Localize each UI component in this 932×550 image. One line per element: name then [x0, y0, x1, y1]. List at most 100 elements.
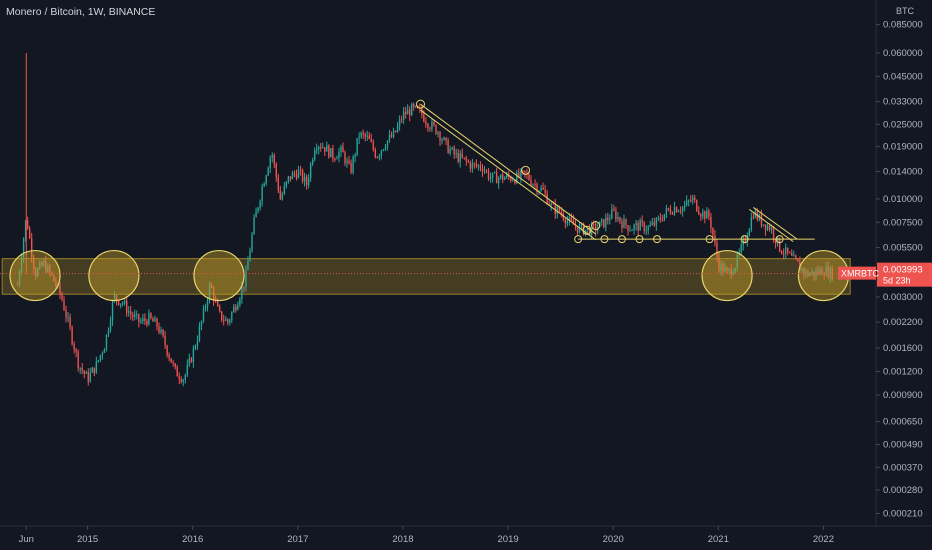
y-tick-label: 0.014000: [883, 166, 923, 177]
candle-body: [123, 300, 126, 304]
candle-body: [20, 258, 23, 272]
candle-body: [764, 224, 767, 230]
candle-body: [83, 370, 85, 374]
candle-body: [125, 300, 128, 313]
candle-body: [748, 229, 751, 237]
candle-body: [546, 193, 548, 205]
candle-body: [275, 163, 277, 178]
candle-body: [694, 197, 696, 200]
candle-body: [477, 165, 480, 167]
candle-body: [793, 255, 795, 257]
candle-body: [449, 149, 451, 154]
candle-body: [271, 155, 273, 158]
candle-body: [97, 360, 100, 362]
y-tick-label: 0.085000: [883, 20, 923, 31]
candle-body: [231, 312, 233, 320]
candle-body: [121, 303, 124, 305]
candle-body: [696, 199, 698, 211]
candle-body: [311, 160, 314, 164]
candle-body: [661, 219, 664, 221]
candle-body: [687, 200, 690, 202]
candle-body: [356, 138, 358, 155]
candle-body: [532, 184, 534, 186]
candle-body: [455, 153, 457, 155]
candle-body: [607, 217, 609, 221]
candle-body: [103, 349, 106, 354]
candle-body: [346, 160, 348, 164]
candle-body: [239, 298, 241, 305]
candle-body: [568, 217, 571, 221]
candle-body: [487, 170, 490, 179]
candle-body: [605, 217, 607, 228]
candle-body: [821, 268, 823, 275]
candle-body: [677, 211, 680, 213]
price-axis[interactable]: 0.085000 0.060000 0.045000 0.033000 0.025000…: [876, 20, 923, 520]
candle-body: [235, 306, 237, 310]
candle-body: [16, 284, 19, 286]
candle-body: [352, 156, 354, 173]
candle-body: [59, 284, 61, 294]
candle-body: [249, 251, 251, 262]
candle-body: [307, 178, 310, 186]
candle-body: [706, 210, 708, 219]
candle-body: [285, 181, 288, 186]
candle-body: [548, 204, 550, 206]
candle-body: [481, 168, 484, 172]
candle-body: [601, 219, 603, 222]
candle-body: [354, 154, 356, 157]
candle-body: [251, 234, 253, 252]
candle-body: [388, 135, 391, 141]
candle-body: [289, 176, 292, 180]
candle-body: [128, 311, 130, 313]
candle-body: [99, 355, 102, 361]
y-tick-label: 0.010000: [883, 194, 923, 205]
candle-body: [220, 311, 223, 321]
candle-body: [202, 308, 205, 322]
candle-body: [368, 135, 370, 140]
candle-body: [336, 158, 338, 160]
candle-body: [291, 172, 294, 180]
candle-body: [75, 349, 77, 352]
candle-body: [30, 238, 33, 258]
candle-body: [279, 190, 282, 200]
x-tick-label: 2017: [287, 534, 308, 545]
candle-body: [789, 252, 791, 254]
candle-body: [667, 208, 670, 210]
candle-body: [390, 135, 393, 138]
candle-body: [174, 363, 176, 368]
candle-body: [138, 314, 140, 322]
candle-body: [136, 314, 138, 316]
candle-body: [89, 372, 91, 382]
candle-body: [625, 219, 627, 226]
candle-body: [255, 211, 257, 218]
touch-point: [582, 225, 592, 235]
candle-body: [791, 253, 793, 256]
candle-body: [732, 272, 734, 275]
candle-body: [671, 213, 674, 215]
candle-body: [206, 300, 209, 307]
candle-body: [415, 106, 417, 108]
candle-body: [716, 242, 718, 257]
second-trendline-parallel: [749, 209, 794, 243]
time-axis[interactable]: Jun 2015 2016 2017 2018 2019 2020 2021 2022: [19, 526, 834, 545]
candle-body: [273, 155, 275, 164]
candle-body: [386, 140, 389, 148]
candle-body: [528, 173, 530, 180]
candle-body: [637, 223, 639, 231]
candle-body: [166, 345, 168, 355]
candle-body: [156, 318, 158, 327]
candle-body: [645, 230, 647, 232]
candle-body: [805, 271, 807, 274]
candle-body: [172, 362, 174, 364]
candle-body: [423, 114, 425, 122]
candle-body: [277, 177, 279, 191]
candle-body: [588, 227, 591, 235]
y-tick-label: 0.002200: [883, 317, 923, 328]
x-tick-label: 2021: [708, 534, 729, 545]
candle-body: [801, 268, 803, 271]
candle-body: [831, 267, 833, 280]
y-tick-label: 0.000210: [883, 508, 923, 519]
candle-body: [669, 209, 672, 214]
